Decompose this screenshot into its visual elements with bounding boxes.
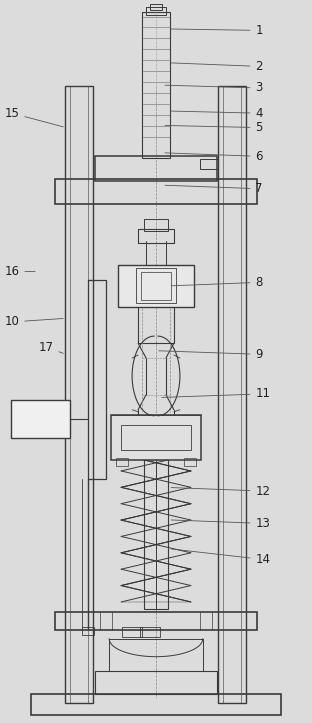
Text: 7: 7 <box>165 182 263 195</box>
Text: 13: 13 <box>171 517 270 530</box>
Bar <box>144 445 168 609</box>
Bar <box>144 218 168 231</box>
Text: 1: 1 <box>171 24 263 37</box>
Text: 10: 10 <box>4 315 63 328</box>
Bar <box>95 156 217 181</box>
Bar <box>56 179 256 204</box>
Bar <box>200 159 218 169</box>
Bar <box>56 612 256 630</box>
Text: 3: 3 <box>165 82 263 95</box>
Text: 15: 15 <box>4 107 63 127</box>
Text: 14: 14 <box>171 549 271 566</box>
Bar <box>141 273 171 300</box>
Bar <box>116 458 128 466</box>
Text: 4: 4 <box>171 107 263 120</box>
Bar <box>111 415 201 460</box>
Text: 6: 6 <box>165 150 263 163</box>
Bar <box>82 627 94 635</box>
Text: 2: 2 <box>171 60 263 73</box>
Bar <box>88 281 106 479</box>
Bar <box>140 627 160 637</box>
Text: 11: 11 <box>162 388 271 401</box>
Bar <box>31 693 281 716</box>
Bar <box>218 86 246 703</box>
Bar <box>122 627 142 637</box>
Text: 12: 12 <box>171 484 271 497</box>
Bar <box>118 265 194 307</box>
Bar <box>66 86 93 703</box>
Text: 17: 17 <box>38 341 63 354</box>
Bar <box>138 305 174 343</box>
Bar <box>138 228 174 242</box>
Text: 8: 8 <box>171 275 263 288</box>
Bar <box>142 12 170 158</box>
Bar <box>11 400 71 437</box>
Bar <box>184 458 196 466</box>
Text: 9: 9 <box>159 348 263 361</box>
Bar <box>95 671 217 693</box>
Bar <box>136 268 176 303</box>
Bar <box>146 7 166 14</box>
Bar <box>150 4 162 9</box>
Text: 5: 5 <box>165 121 263 134</box>
Text: 16: 16 <box>4 265 35 278</box>
Bar <box>121 424 191 450</box>
